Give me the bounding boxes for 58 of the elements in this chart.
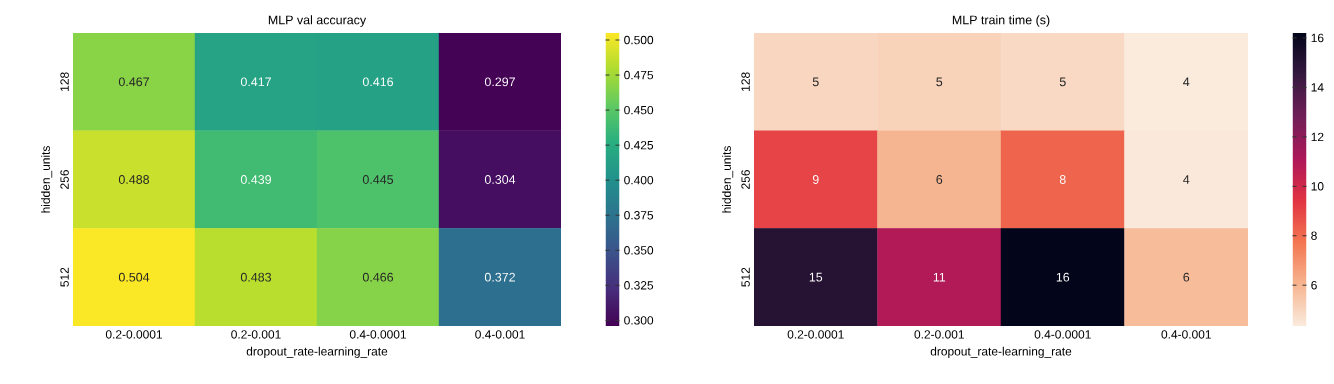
x-tick-label: 0.2-0.0001 xyxy=(787,330,844,339)
x-tick-label: 0.2-0.0001 xyxy=(105,330,162,339)
y-axis-title: hidden_units xyxy=(722,146,734,213)
y-tick-label: 512 xyxy=(741,267,750,287)
data-label: 0.488 xyxy=(118,175,150,184)
color-bar-label: 8 xyxy=(1311,231,1317,240)
y-tick-label: 256 xyxy=(60,170,69,189)
data-label: 0.467 xyxy=(118,77,149,87)
data-label: 8 xyxy=(1059,175,1066,184)
color-bar-label: 0.300 xyxy=(624,316,654,325)
data-label: 0.445 xyxy=(362,175,394,184)
x-tick-label: 0.4-0.001 xyxy=(475,330,525,339)
data-label: 4 xyxy=(1183,77,1190,87)
color-bar-label: 12 xyxy=(1311,132,1324,142)
data-label: 0.504 xyxy=(118,272,150,282)
y-tick-label: 128 xyxy=(741,72,750,91)
x-tick-label: 0.4-0.001 xyxy=(1161,330,1211,339)
data-label: 5 xyxy=(1059,77,1066,87)
x-tick-label: 0.2-0.001 xyxy=(914,330,964,339)
y-tick-label: 128 xyxy=(60,72,69,91)
x-axis-title: dropout_rate-learning_rate xyxy=(930,346,1072,358)
chart-title: MLP val accuracy xyxy=(268,15,367,27)
y-tick-label: 256 xyxy=(741,170,750,189)
color-bar-label: 0.475 xyxy=(624,70,654,80)
data-label: 9 xyxy=(812,175,819,184)
data-label: 15 xyxy=(809,272,823,282)
data-label: 6 xyxy=(936,175,943,184)
x-tick-label: 0.4-0.0001 xyxy=(349,330,406,339)
x-tick-label: 0.4-0.0001 xyxy=(1034,330,1091,339)
data-label: 6 xyxy=(1183,272,1190,282)
data-label: 0.297 xyxy=(484,77,515,87)
color-bar-label: 0.375 xyxy=(624,211,654,220)
data-label: 0.439 xyxy=(240,175,271,184)
y-axis-title: hidden_units xyxy=(41,146,53,213)
data-label: 16 xyxy=(1056,272,1070,282)
data-label: 11 xyxy=(933,272,946,282)
color-bar-label: 0.325 xyxy=(624,281,654,290)
y-tick-label: 512 xyxy=(60,267,69,287)
color-bar-label: 0.400 xyxy=(624,175,654,185)
data-label: 0.417 xyxy=(240,77,271,87)
color-bar-label: 0.450 xyxy=(624,105,654,115)
data-label: 0.372 xyxy=(484,272,515,282)
color-bar-label: 16 xyxy=(1311,33,1324,43)
data-label: 0.483 xyxy=(240,272,272,282)
data-label: 0.416 xyxy=(362,77,394,87)
color-bar-label: 0.500 xyxy=(624,35,654,45)
chart-title: MLP train time (s) xyxy=(952,15,1050,27)
data-label: 5 xyxy=(812,77,819,87)
x-axis-title: dropout_rate-learning_rate xyxy=(246,346,388,358)
color-bar-label: 6 xyxy=(1311,280,1317,290)
color-bar-label: 0.425 xyxy=(624,140,654,150)
data-label: 4 xyxy=(1183,175,1190,184)
color-bar-label: 10 xyxy=(1311,182,1324,191)
x-tick-label: 0.2-0.001 xyxy=(231,330,281,339)
data-label: 0.466 xyxy=(362,272,394,282)
color-bar-label: 0.350 xyxy=(624,246,654,255)
data-label: 5 xyxy=(936,77,943,87)
color-bar-label: 14 xyxy=(1311,83,1324,92)
